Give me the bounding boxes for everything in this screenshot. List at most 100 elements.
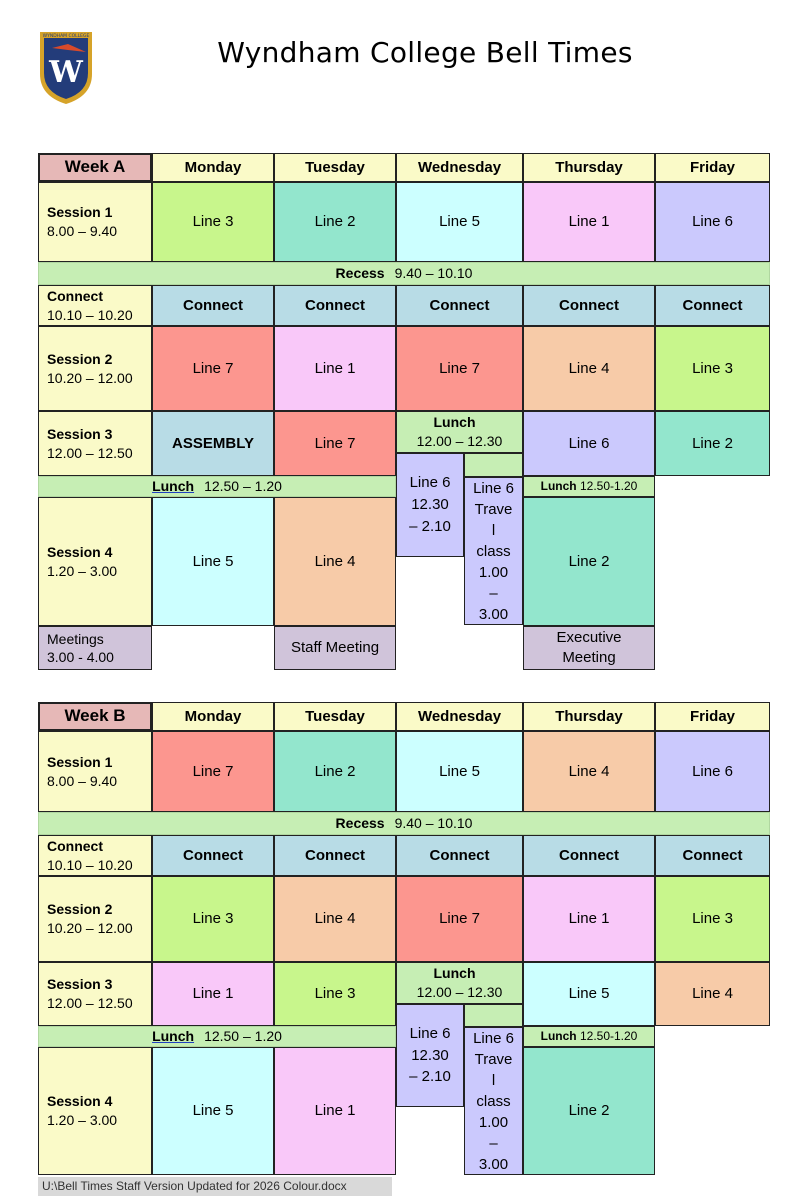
wednesday-lunch: Lunch 12.00 – 12.30: [396, 962, 523, 1004]
lunch-label: Lunch: [433, 965, 476, 982]
class-cell: Line 2: [523, 497, 655, 626]
session-label: Connect 10.10 – 10.20: [38, 835, 152, 876]
thursday-lunch: Lunch 12.50-1.20: [523, 476, 655, 497]
cell-text: 3.00: [478, 605, 509, 623]
connect-cell: Connect: [396, 835, 523, 876]
session-time: 8.00 – 9.40: [47, 223, 118, 239]
class-cell: Line 5: [152, 1047, 274, 1175]
cell-text: 12.30: [411, 1046, 449, 1064]
wednesday-lunch: Lunch 12.00 – 12.30: [396, 411, 523, 453]
lunch-bar: Lunch 12.50 – 1.20: [38, 476, 396, 497]
lunch-gap: [464, 453, 523, 477]
wednesday-split-b: Line 6 Trave l class 1.00 – 3.00: [464, 1027, 523, 1175]
class-cell: Line 1: [152, 962, 274, 1026]
svg-text:WYNDHAM COLLEGE: WYNDHAM COLLEGE: [43, 33, 90, 39]
recess-time: 9.40 – 10.10: [394, 265, 473, 282]
class-cell: Line 4: [523, 326, 655, 411]
class-cell: Line 1: [523, 876, 655, 962]
cell-text: – 2.10: [409, 517, 451, 535]
executive-meeting-cell: Executive Meeting: [523, 626, 655, 670]
lunch-time: 12.00 – 12.30: [416, 984, 503, 1000]
class-cell: Line 1: [523, 182, 655, 262]
session-label: Session 2 10.20 – 12.00: [38, 876, 152, 962]
session-name: Session 2: [47, 350, 113, 367]
session-name: Session 2: [47, 901, 113, 918]
connect-cell: Connect: [523, 285, 655, 326]
assembly-cell: ASSEMBLY: [152, 411, 274, 476]
session-time: 1.20 – 3.00: [47, 562, 118, 579]
class-cell: Line 7: [274, 411, 396, 476]
cell-text: l: [491, 521, 496, 539]
lunch-time: 12.50-1.20: [579, 479, 638, 494]
recess-label: Recess: [335, 815, 385, 832]
day-header-wednesday: Wednesday: [396, 153, 523, 182]
session-name: Connect: [47, 838, 103, 855]
cell-text: 1.00: [478, 1113, 509, 1131]
session-time: 12.00 – 12.50: [47, 444, 133, 461]
connect-cell: Connect: [523, 835, 655, 876]
class-cell: Line 7: [396, 326, 523, 411]
class-cell: Line 5: [396, 182, 523, 262]
cell-text: Trave: [474, 1050, 513, 1068]
lunch-gap: [464, 1004, 523, 1027]
class-cell: Line 4: [523, 731, 655, 812]
session-label: Session 2 10.20 – 12.00: [38, 326, 152, 411]
wednesday-split-a: Line 6 12.30 – 2.10: [396, 1004, 464, 1107]
class-cell: Line 2: [523, 1047, 655, 1175]
lunch-label: Lunch: [152, 478, 195, 495]
college-logo: W WYNDHAM COLLEGE: [38, 30, 94, 106]
class-cell: Line 4: [274, 876, 396, 962]
recess-label: Recess: [335, 265, 385, 282]
session-time: 12.00 – 12.50: [47, 995, 133, 1011]
session-time: 10.20 – 12.00: [47, 920, 133, 936]
connect-cell: Connect: [655, 285, 770, 326]
day-header-friday: Friday: [655, 702, 770, 731]
day-header-friday: Friday: [655, 153, 770, 182]
session-label: Connect 10.10 – 10.20: [38, 285, 152, 326]
class-cell: Line 3: [274, 962, 396, 1026]
class-cell: Line 4: [655, 962, 770, 1026]
day-header-thursday: Thursday: [523, 702, 655, 731]
class-cell: Line 6: [655, 731, 770, 812]
class-cell: Line 2: [655, 411, 770, 476]
class-cell: Line 2: [274, 731, 396, 812]
session-name: Session 4: [47, 1093, 113, 1110]
lunch-label: Lunch: [540, 479, 577, 494]
session-name: Session 3: [47, 425, 113, 442]
week-a-label: Week A: [38, 153, 152, 182]
lunch-time: 12.50 – 1.20: [204, 1028, 282, 1045]
session-time: 10.10 – 10.20: [47, 856, 133, 873]
lunch-time: 12.50-1.20: [579, 1029, 638, 1044]
session-name: Session 1: [47, 204, 113, 221]
cell-text: Executive: [556, 628, 622, 646]
meetings-name: Meetings: [47, 630, 104, 647]
class-cell: Line 3: [655, 326, 770, 411]
session-label: Session 4 1.20 – 3.00: [38, 1047, 152, 1175]
class-cell: Line 2: [274, 182, 396, 262]
session-name: Session 4: [47, 543, 113, 560]
cell-text: Line 6: [409, 1024, 451, 1042]
class-cell: Line 7: [152, 731, 274, 812]
session-time: 10.10 – 10.20: [47, 306, 133, 323]
staff-meeting-cell: Staff Meeting: [274, 626, 396, 670]
cell-text: class: [476, 1092, 511, 1110]
lunch-label: Lunch: [433, 414, 476, 431]
lunch-label: Lunch: [540, 1029, 577, 1044]
recess-bar: Recess 9.40 – 10.10: [38, 262, 770, 285]
week-b-label: Week B: [38, 702, 152, 731]
meetings-label: Meetings 3.00 - 4.00: [38, 626, 152, 670]
session-time: 10.20 – 12.00: [47, 369, 133, 386]
day-header-monday: Monday: [152, 702, 274, 731]
cell-text: class: [476, 542, 511, 560]
cell-text: 3.00: [478, 1155, 509, 1173]
connect-cell: Connect: [396, 285, 523, 326]
wednesday-split-b: Line 6 Trave l class 1.00 – 3.00: [464, 477, 523, 625]
session-time: 1.20 – 3.00: [47, 1112, 118, 1128]
cell-text: – 2.10: [409, 1068, 451, 1086]
class-cell: Line 5: [523, 962, 655, 1026]
class-cell: Line 4: [274, 497, 396, 626]
cell-text: 12.30: [411, 496, 449, 514]
class-cell: Line 6: [523, 411, 655, 476]
class-cell: Line 7: [152, 326, 274, 411]
connect-cell: Connect: [152, 835, 274, 876]
